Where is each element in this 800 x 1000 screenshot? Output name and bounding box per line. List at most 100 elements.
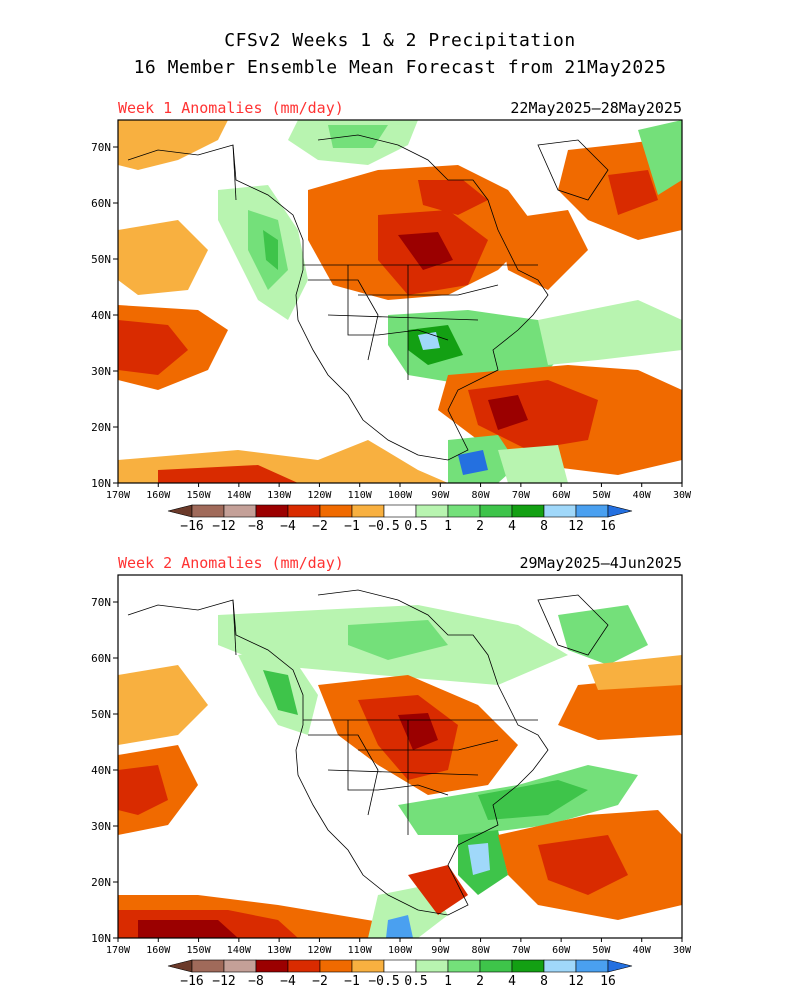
- week1-lat-label: 40N: [91, 309, 111, 322]
- week1-lon-label: 50W: [592, 490, 611, 501]
- week1-lat-label: 30N: [91, 365, 111, 378]
- week1-colorbar-swatch: [479, 504, 513, 518]
- week2-colorbar-swatch: [319, 959, 353, 973]
- week1-colorbar-label: −8: [248, 519, 264, 534]
- week1-colorbar-swatch: [223, 504, 257, 518]
- week2-colorbar-label: 16: [600, 974, 616, 989]
- week2-colorbar-swatch: [575, 959, 609, 973]
- week1-lat-label: 50N: [91, 253, 111, 266]
- week1-colorbar-swatch: [383, 504, 417, 518]
- week2-lon-label: 170W: [106, 945, 131, 956]
- week2-colorbar-label: 4: [508, 974, 516, 989]
- week1-colorbar-arrow-low: [167, 504, 193, 518]
- week2-dates: 29May2025—4Jun2025: [519, 554, 682, 572]
- week2-lon-label: 110W: [348, 945, 373, 956]
- week1-lon-label: 60W: [552, 490, 571, 501]
- week2-lon-label: 60W: [552, 945, 571, 956]
- week2-colorbar-swatch: [287, 959, 321, 973]
- week2-colorbar-label: 8: [540, 974, 548, 989]
- week1-lon-label: 70W: [512, 490, 531, 501]
- chart-title-line2: 16 Member Ensemble Mean Forecast from 21…: [133, 57, 667, 78]
- colorbar-week2: −16 −12 −8 −4 −2 −1 −0.5 0.5 1 2 4 8 12 16: [167, 959, 633, 989]
- week2-colorbar-swatch: [479, 959, 513, 973]
- week1-colorbar-label: −4: [280, 519, 296, 534]
- week2-lon-label: 140W: [227, 945, 252, 956]
- week1-lat-label: 70N: [91, 141, 111, 154]
- week1-lon-label: 160W: [146, 490, 171, 501]
- week1-colorbar-swatch: [351, 504, 385, 518]
- week2-colorbar-label: 12: [568, 974, 584, 989]
- week1-colorbar-label: −12: [212, 519, 235, 534]
- week2-lon-label: 80W: [472, 945, 491, 956]
- week2-colorbar-swatch: [383, 959, 417, 973]
- week1-lon-label: 80W: [472, 490, 491, 501]
- week1-colorbar-label: 0.5: [404, 519, 427, 534]
- week2-colorbar-label: 2: [476, 974, 484, 989]
- week2-lat-label: 30N: [91, 820, 111, 833]
- week2-colorbar-swatch: [351, 959, 385, 973]
- week1-colorbar-swatch: [511, 504, 545, 518]
- chart-title-line1: CFSv2 Weeks 1 & 2 Precipitation: [224, 30, 576, 51]
- week1-colorbar-label: −0.5: [368, 519, 399, 534]
- week1-dates: 22May2025–28May2025: [510, 99, 682, 117]
- week1-lat-label: 20N: [91, 421, 111, 434]
- week1-colorbar-swatch: [191, 504, 225, 518]
- week1-colorbar-label: 12: [568, 519, 584, 534]
- week1-label: Week 1 Anomalies (mm/day): [118, 99, 344, 117]
- week2-colorbar-swatch: [191, 959, 225, 973]
- week2-colorbar-label: −4: [280, 974, 296, 989]
- week2-lat-label: 10N: [91, 932, 111, 945]
- week2-colorbar-label: −8: [248, 974, 264, 989]
- week1-lon-label: 150W: [187, 490, 212, 501]
- week1-colorbar-label: 8: [540, 519, 548, 534]
- week2-lon-label: 120W: [307, 945, 332, 956]
- week2-colorbar-label: −1: [344, 974, 360, 989]
- week2-lon-label: 130W: [267, 945, 292, 956]
- week2-lon-label: 160W: [146, 945, 171, 956]
- week1-lat-label: 10N: [91, 477, 111, 490]
- week2-colorbar-label: −2: [312, 974, 328, 989]
- week2-lon-label: 100W: [388, 945, 413, 956]
- week1-colorbar-swatch: [255, 504, 289, 518]
- week1-lon-label: 120W: [307, 490, 332, 501]
- week2-colorbar-label: −16: [180, 974, 203, 989]
- week1-colorbar-label: −2: [312, 519, 328, 534]
- week2-lon-label: 70W: [512, 945, 531, 956]
- week2-colorbar-swatch: [415, 959, 449, 973]
- week1-colorbar-label: −1: [344, 519, 360, 534]
- week2-lat-label: 70N: [91, 596, 111, 609]
- week2-colorbar-swatch: [447, 959, 481, 973]
- week2-colorbar-swatch: [223, 959, 257, 973]
- week1-lat-label: 60N: [91, 197, 111, 210]
- week2-lat-label: 20N: [91, 876, 111, 889]
- week2-lon-label: 30W: [673, 945, 692, 956]
- week2-colorbar-label: 1: [444, 974, 452, 989]
- week1-colorbar-label: 4: [508, 519, 516, 534]
- week1-lon-label: 170W: [106, 490, 131, 501]
- week2-label: Week 2 Anomalies (mm/day): [118, 554, 344, 572]
- week1-colorbar-swatch: [575, 504, 609, 518]
- week2-lon-label: 150W: [187, 945, 212, 956]
- week1-colorbar-swatch: [319, 504, 353, 518]
- week2-colorbar-swatch: [255, 959, 289, 973]
- week1-colorbar-label: 16: [600, 519, 616, 534]
- week1-lon-label: 140W: [227, 490, 252, 501]
- week1-lon-label: 90W: [431, 490, 450, 501]
- week1-lon-label: 100W: [388, 490, 413, 501]
- week2-lat-label: 40N: [91, 764, 111, 777]
- week2-lon-label: 90W: [431, 945, 450, 956]
- week1-colorbar-arrow-high: [607, 504, 633, 518]
- week1-colorbar-label: −16: [180, 519, 203, 534]
- week2-colorbar-arrow-high: [607, 959, 633, 973]
- week1-colorbar-label: 2: [476, 519, 484, 534]
- week2-colorbar-swatch: [543, 959, 577, 973]
- week1-colorbar-swatch: [543, 504, 577, 518]
- week1-colorbar-swatch: [287, 504, 321, 518]
- colorbar-week1: −16 −12 −8 −4 −2 −1 −0.5 0.5 1 2 4 8 12 16: [167, 504, 633, 534]
- week2-lon-label: 50W: [592, 945, 611, 956]
- week2-colorbar-arrow-low: [167, 959, 193, 973]
